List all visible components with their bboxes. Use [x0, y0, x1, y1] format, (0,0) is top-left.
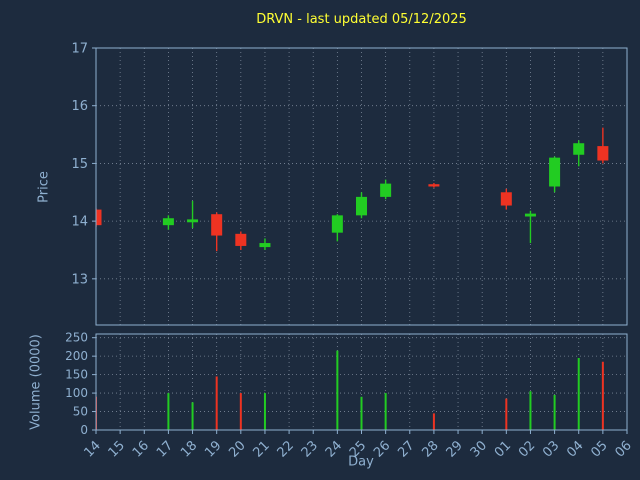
x-tick-label: 29: [444, 438, 466, 460]
volume-tick-label: 0: [80, 423, 88, 437]
x-tick-label: 05: [588, 438, 610, 460]
x-tick-label: 18: [178, 438, 200, 460]
x-tick-label: 15: [106, 438, 128, 460]
candle-body: [259, 243, 271, 248]
candle-body: [96, 209, 102, 226]
x-tick-label: 19: [202, 438, 224, 460]
volume-tick-label: 100: [65, 386, 88, 400]
candle-body: [211, 214, 223, 236]
candle-body: [162, 218, 174, 226]
x-tick-label: 17: [154, 438, 176, 460]
x-tick-label: 24: [323, 438, 345, 460]
candle-body: [356, 196, 367, 216]
x-tick-label: 22: [275, 438, 297, 460]
volume-tick-label: 150: [65, 368, 88, 382]
volume-tick-label: 50: [73, 405, 88, 419]
volume-tick-label: 200: [65, 349, 88, 363]
price-panel-border: [95, 47, 628, 326]
candle-body: [380, 183, 392, 197]
price-tick-label: 13: [71, 272, 88, 287]
price-tick-label: 14: [71, 215, 88, 230]
price-tick-label: 15: [71, 157, 88, 172]
x-tick-label: 04: [564, 438, 586, 460]
candle-body: [500, 192, 512, 206]
candle-body: [524, 213, 536, 217]
candle-body: [428, 184, 440, 187]
volume-group: [96, 350, 604, 430]
x-tick-label: 28: [419, 438, 441, 460]
chart-title: DRVN - last updated 05/12/2025: [256, 12, 467, 27]
x-tick-label: 21: [250, 438, 272, 460]
x-tick-label: 26: [371, 438, 393, 460]
x-tick-label: 20: [226, 438, 248, 460]
candle-body: [573, 143, 585, 155]
x-tick-label: 01: [492, 438, 514, 460]
x-tick-label: 02: [516, 438, 538, 460]
x-tick-label: 14: [82, 438, 104, 460]
volume-tick-label: 250: [65, 331, 88, 345]
x-tick-label: 30: [468, 438, 490, 460]
x-tick-label: 06: [613, 438, 635, 460]
x-tick-label: 25: [347, 438, 369, 460]
candle-body: [597, 146, 609, 161]
x-tick-label: 03: [540, 438, 562, 460]
candle-body: [549, 157, 561, 187]
x-tick-label: 16: [130, 438, 152, 460]
price-tick-label: 17: [71, 42, 88, 57]
candle-body: [235, 233, 247, 246]
candle-body: [331, 215, 343, 233]
x-tick-label: 23: [299, 438, 321, 460]
price-tick-label: 16: [71, 99, 88, 114]
candle-body: [187, 219, 199, 223]
x-tick-label: 27: [395, 438, 417, 460]
candles-group: [96, 127, 609, 252]
x-axis-label: Day: [348, 454, 374, 470]
